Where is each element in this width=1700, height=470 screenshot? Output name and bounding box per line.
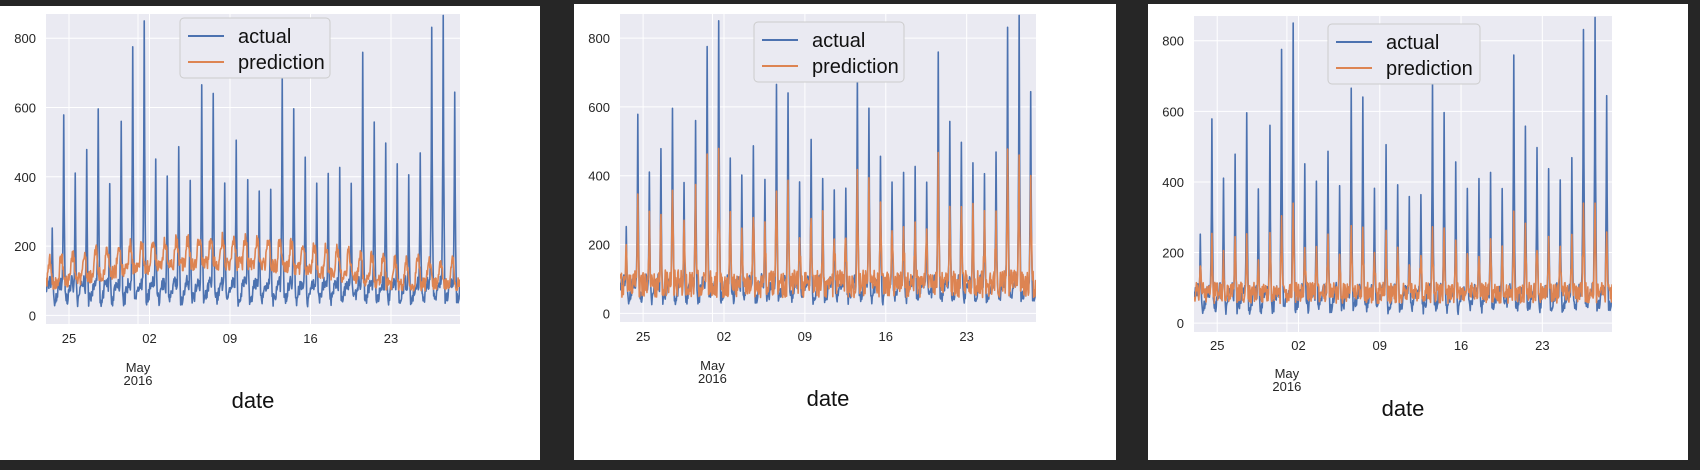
prediction-series-line xyxy=(620,147,1036,299)
prediction-series-line xyxy=(1194,202,1612,305)
x-axis-label: date xyxy=(807,386,850,411)
series-group xyxy=(1194,16,1612,316)
x-tick-label: 16 xyxy=(879,329,893,344)
y-tick-label: 600 xyxy=(588,100,610,115)
y-tick-label: 400 xyxy=(588,169,610,184)
x-tick-label: 23 xyxy=(1535,338,1549,353)
legend-label-prediction: prediction xyxy=(812,56,899,78)
y-tick-label: 800 xyxy=(1162,34,1184,49)
x-tick-label: 02 xyxy=(717,329,731,344)
x-tick-label: 16 xyxy=(1454,338,1468,353)
x-tick-label: 25 xyxy=(636,329,650,344)
legend-label-prediction: prediction xyxy=(238,52,325,74)
x-tick-label: 02 xyxy=(1291,338,1305,353)
y-tick-label: 200 xyxy=(1162,246,1184,261)
x-axis-label: date xyxy=(1382,396,1425,421)
legend: actual prediction xyxy=(179,17,331,79)
legend-label-actual: actual xyxy=(812,30,865,52)
series-group xyxy=(620,14,1036,306)
x-tick-label: 09 xyxy=(223,331,237,346)
x-month-label: May xyxy=(700,358,725,373)
x-month-label: 2016 xyxy=(1272,379,1301,394)
x-tick-label: 23 xyxy=(384,331,398,346)
legend: actual prediction xyxy=(1327,23,1481,85)
x-tick-label: 25 xyxy=(62,331,76,346)
series-group xyxy=(46,14,460,308)
x-tick-label: 09 xyxy=(798,329,812,344)
prediction-series-line xyxy=(46,231,460,292)
y-tick-label: 600 xyxy=(14,101,36,116)
x-tick-label: 23 xyxy=(959,329,973,344)
y-tick-label: 200 xyxy=(14,239,36,254)
y-tick-label: 400 xyxy=(1162,175,1184,190)
x-axis-label: date xyxy=(232,388,275,413)
legend-label-prediction: prediction xyxy=(1386,58,1473,80)
x-month-label: 2016 xyxy=(124,373,153,388)
y-tick-label: 400 xyxy=(14,170,36,185)
x-tick-label: 09 xyxy=(1373,338,1387,353)
x-month-label: May xyxy=(1275,366,1300,381)
x-month-label: 2016 xyxy=(698,371,727,386)
y-tick-label: 800 xyxy=(14,31,36,46)
legend: actual prediction xyxy=(753,21,905,83)
legend-label-actual: actual xyxy=(1386,32,1439,54)
chart-panel-left: 0 200 400 600 800 25 02 09 16 23 May 2016 date actual… xyxy=(0,6,540,460)
y-tick-label: 0 xyxy=(1177,316,1184,331)
x-tick-label: 25 xyxy=(1210,338,1224,353)
x-tick-label: 02 xyxy=(142,331,156,346)
y-tick-label: 600 xyxy=(1162,104,1184,119)
x-tick-label: 16 xyxy=(303,331,317,346)
y-tick-label: 200 xyxy=(588,238,610,253)
chart-panel-right: 0 200 400 600 800 25 02 09 16 23 May 2016 date actual… xyxy=(1148,4,1688,460)
chart-panel-middle: 0 200 400 600 800 25 02 09 16 23 May 2016 date actual… xyxy=(574,4,1116,460)
x-month-label: May xyxy=(126,360,151,375)
y-tick-label: 0 xyxy=(603,306,610,321)
legend-label-actual: actual xyxy=(238,26,291,48)
y-tick-label: 0 xyxy=(29,308,36,323)
y-tick-label: 800 xyxy=(588,31,610,46)
